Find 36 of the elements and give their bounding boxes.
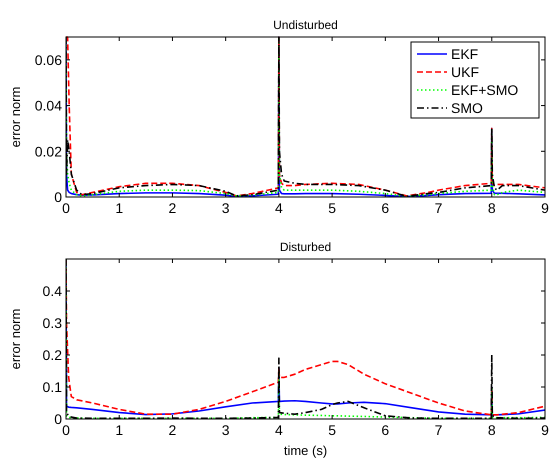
x-tick-label: 1 <box>115 200 124 216</box>
y-tick-label: 0.2 <box>42 347 62 363</box>
x-tick-label: 4 <box>274 422 283 438</box>
y-tick-label: 0.04 <box>34 98 62 114</box>
y-tick-label: 0.1 <box>42 379 62 395</box>
x-tick-label: 7 <box>434 422 443 438</box>
y-tick-label: 0 <box>54 411 62 427</box>
y-axis-title: error norm <box>8 86 23 148</box>
x-axis-title: time (s) <box>284 443 328 458</box>
y-tick-label: 0.06 <box>34 52 62 68</box>
y-tick-label: 0 <box>54 189 62 205</box>
x-tick-label: 3 <box>222 200 230 216</box>
chart-title: Disturbed <box>280 240 332 254</box>
x-tick-label: 6 <box>381 422 390 438</box>
y-tick-label: 0.3 <box>42 315 62 331</box>
x-tick-label: 2 <box>168 422 177 438</box>
x-tick-label: 5 <box>328 200 336 216</box>
x-tick-label: 1 <box>115 422 124 438</box>
y-tick-label: 0.4 <box>42 283 62 299</box>
x-tick-label: 7 <box>434 200 443 216</box>
legend-label: SMO <box>451 100 483 116</box>
x-tick-label: 9 <box>541 200 550 216</box>
legend-label: EKF+SMO <box>451 82 518 98</box>
y-axis-title: error norm <box>8 308 23 370</box>
legend-label: EKF <box>451 46 478 62</box>
chart-title: Undisturbed <box>273 18 338 32</box>
legend-label: UKF <box>451 64 479 80</box>
x-tick-label: 4 <box>274 200 283 216</box>
y-tick-label: 0.02 <box>34 143 62 160</box>
x-tick-label: 6 <box>381 200 390 216</box>
x-tick-label: 9 <box>541 422 550 438</box>
x-tick-label: 3 <box>222 422 230 438</box>
x-tick-label: 8 <box>488 200 496 216</box>
x-tick-label: 2 <box>168 200 177 216</box>
x-tick-label: 5 <box>328 422 336 438</box>
x-tick-label: 8 <box>488 422 496 438</box>
